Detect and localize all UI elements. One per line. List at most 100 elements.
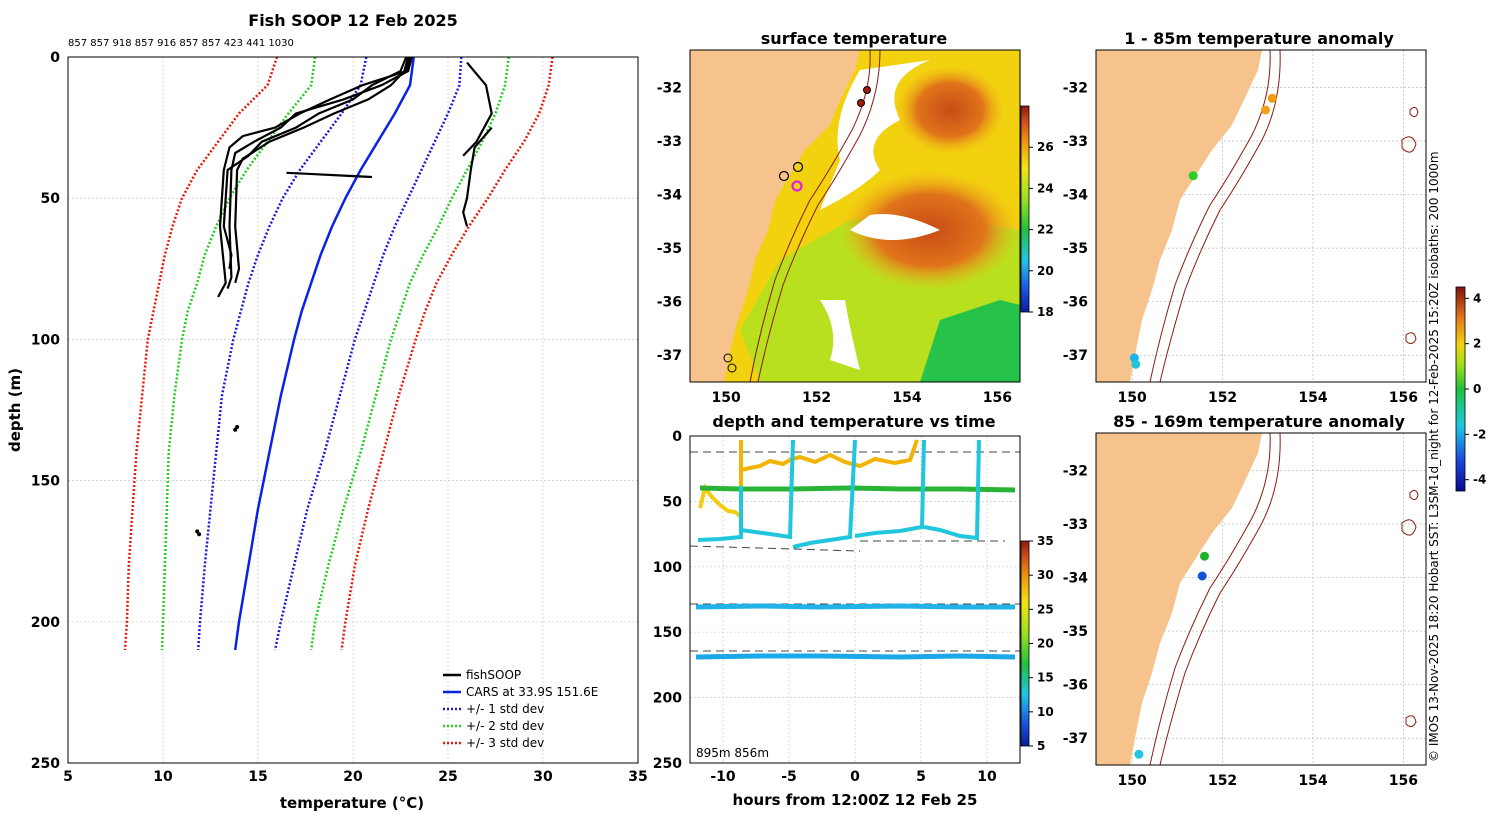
anomaly-shallow-isobath-1000 (1159, 50, 1281, 382)
anomaly-shallow-panel: 1 - 85m temperature anomaly 150 152 154 156… (1063, 29, 1427, 406)
sst-marker-2 (778, 170, 790, 182)
track-42m (699, 485, 1016, 493)
map-ytick-label: -35 (1063, 624, 1088, 640)
colorbar-label: 5 (1037, 739, 1045, 753)
sst-isobath-1000 (757, 50, 881, 382)
sst-marker-4 (857, 99, 865, 107)
anomaly-deep-land (1096, 433, 1262, 765)
track-170m (695, 653, 1016, 660)
map-ytick-label: -34 (657, 188, 683, 204)
series-line-cars-mean (233, 56, 416, 651)
legend-std1: +/- 1 std dev (466, 702, 544, 716)
anomaly-deep-tick-labels: 150 152 154 156 -32 -33 -34 -35 -36 -37 (1063, 463, 1418, 789)
side-caption: © IMOS 13-Nov-2025 18:20 Hobart SST: L3S… (1427, 151, 1441, 762)
sst-axes-box (689, 49, 1021, 383)
map-ytick-label: -33 (1063, 517, 1088, 533)
sst-cloud-mask (820, 60, 930, 210)
anomaly-colorbar-labels: 4 2 0 -2 -4 (1465, 291, 1486, 487)
sst-cold-patch (920, 300, 1020, 382)
colorbar-label: -4 (1473, 473, 1486, 487)
profile-subtitle: 857 857 918 857 916 857 857 423 441 1030 (68, 38, 294, 49)
colorbar-label: -2 (1473, 427, 1486, 441)
profile-legend: fishSOOP CARS at 33.9S 151.6E +/- 1 std … (443, 668, 598, 750)
anomaly-shallow-axes-box (1095, 49, 1427, 383)
anomaly-deep-points (1134, 551, 1209, 759)
map-ytick-label: -33 (657, 134, 682, 150)
timeseries-title: depth and temperature vs time (712, 412, 995, 431)
series-line--1-std (196, 56, 368, 651)
legend-fishsoop: fishSOOP (466, 668, 521, 682)
series-line--2-std (309, 56, 511, 651)
timeseries-ytick-label: 100 (653, 560, 682, 576)
map-xtick-label: 152 (1208, 390, 1237, 406)
anomaly-point (1134, 749, 1144, 759)
profile-xlabel: temperature (°C) (280, 794, 424, 812)
anomaly-shallow-tick-labels: 150 152 154 156 -32 -33 -34 -35 -36 -37 (1063, 80, 1418, 406)
colorbar-label: 35 (1037, 534, 1054, 548)
sst-colorbar-labels: 26 24 22 20 18 (1029, 140, 1054, 319)
colorbar-label: 30 (1037, 568, 1054, 582)
profile-lines (123, 56, 554, 651)
legend-std3: +/- 3 std dev (466, 736, 544, 750)
colorbar-label: 15 (1037, 671, 1054, 685)
legend-std2: +/- 2 std dev (466, 719, 544, 733)
map-xtick-label: 150 (1118, 773, 1147, 789)
profile-xtick-label: 10 (153, 769, 173, 785)
anomaly-point (1197, 571, 1207, 581)
map-ytick-label: -37 (1063, 348, 1088, 364)
anomaly-shallow-seamounts (1401, 106, 1419, 345)
map-xtick-label: 154 (1298, 773, 1327, 789)
sst-marker-6 (727, 363, 737, 373)
map-ytick-label: -32 (657, 80, 682, 96)
map-xtick-label: 152 (1208, 773, 1237, 789)
anomaly-point (1188, 171, 1198, 181)
profile-xtick-label: 35 (628, 769, 647, 785)
fishsoop-profile-5 (462, 126, 493, 227)
profile-panel: Fish SOOP 12 Feb 2025 857 857 918 857 91… (6, 11, 648, 812)
colorbar-label: 0 (1473, 382, 1481, 396)
map-ytick-label: -32 (1063, 463, 1088, 479)
map-ytick-label: -32 (1063, 80, 1088, 96)
anomaly-deep-title: 85 - 169m temperature anomaly (1113, 412, 1405, 431)
track-133m (695, 603, 1015, 610)
colorbar-label: 4 (1473, 291, 1481, 305)
fishsoop-dot (233, 427, 238, 432)
anomaly-colorbar (1455, 286, 1466, 492)
timeseries-ytick-label: 200 (653, 691, 682, 707)
fishsoop-dot (197, 532, 202, 537)
anomaly-point (1267, 93, 1277, 103)
profile-xtick-label: 30 (533, 769, 553, 785)
map-ytick-label: -36 (1063, 295, 1088, 311)
anomaly-point (1131, 359, 1141, 369)
map-ytick-label: -35 (657, 241, 682, 257)
sst-warm-eddy-north (895, 65, 1005, 155)
profile-ytick-label: 150 (31, 474, 60, 490)
profile-ytick-label: 100 (31, 332, 60, 348)
profile-ylabel: depth (m) (6, 368, 24, 452)
sst-marker-5 (723, 353, 733, 363)
anomaly-deep-axes-box (1095, 432, 1427, 766)
series-line--1-std (273, 56, 463, 651)
timeseries-ytick-label: 150 (653, 625, 682, 641)
timeseries-axes-box (689, 435, 1021, 764)
profile-ytick-label: 50 (41, 191, 61, 207)
fishsoop-profile-2 (234, 56, 410, 284)
sst-land (690, 50, 860, 382)
colorbar-label: 20 (1037, 264, 1054, 278)
timeseries-tracks (695, 439, 1016, 660)
timeseries-xtick-label: -5 (781, 769, 797, 785)
anomaly-deep-isobath-200 (1149, 433, 1271, 765)
colorbar-label: 10 (1037, 705, 1054, 719)
series-line--3-std (340, 56, 554, 651)
colorbar-label: 18 (1037, 305, 1054, 319)
profile-ytick-label: 250 (31, 756, 60, 772)
timeseries-annotation: 895m 856m (696, 746, 769, 760)
timeseries-xtick-label: 10 (977, 769, 997, 785)
profile-xtick-label: 20 (343, 769, 363, 785)
map-xtick-label: 154 (1298, 390, 1327, 406)
colorbar-label: 22 (1037, 223, 1054, 237)
profile-axes-box (67, 56, 639, 764)
anomaly-deep-panel: 85 - 169m temperature anomaly 150 152 154 1… (1063, 412, 1427, 789)
